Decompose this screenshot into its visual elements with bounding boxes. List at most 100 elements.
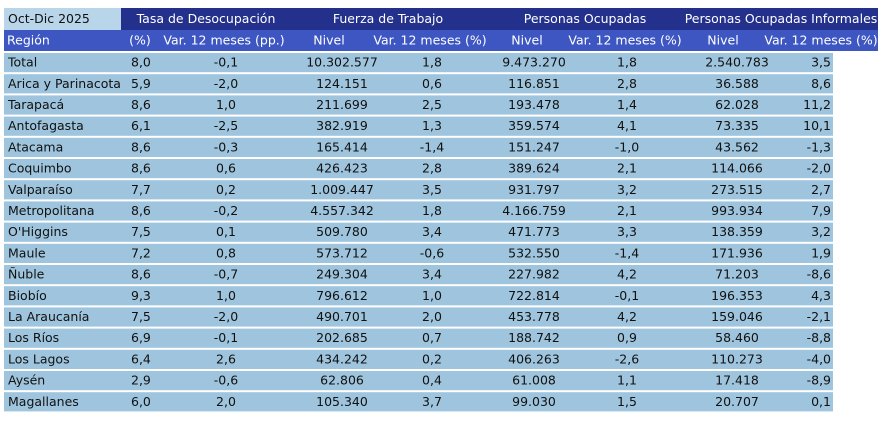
cell: 62.028 (715, 97, 759, 112)
cell: 9,3 (131, 288, 151, 303)
cell: Coquimbo (8, 161, 71, 176)
cell: 490.701 (316, 309, 368, 324)
row-bg (4, 74, 833, 94)
cell: 73.335 (715, 118, 759, 133)
row-bg (4, 159, 833, 179)
group-header: Tasa de Desocupación (136, 11, 276, 26)
cell: Antofagasta (8, 118, 84, 133)
cell: 273.515 (711, 182, 763, 197)
row-bg (4, 95, 833, 115)
cell: 20.707 (715, 394, 759, 409)
cell: -8,8 (807, 330, 831, 345)
cell: 7,7 (131, 182, 151, 197)
group-header: Personas Ocupadas (524, 11, 647, 26)
cell: -1,4 (615, 245, 639, 260)
cell: 471.773 (508, 224, 560, 239)
cell: Maule (8, 245, 46, 260)
cell: 0,9 (617, 330, 637, 345)
cell: 0,6 (216, 161, 236, 176)
cell: 453.778 (508, 309, 560, 324)
cell: 2,8 (422, 161, 442, 176)
cell: 4.166.759 (502, 203, 566, 218)
cell: 4.557.342 (310, 203, 374, 218)
column-header: Región (7, 33, 50, 48)
column-header: Var. 12 meses (%) (764, 33, 877, 48)
cell: 211.699 (316, 97, 368, 112)
cell: 7,5 (131, 309, 151, 324)
cell: -2,0 (214, 309, 238, 324)
cell: 8,6 (131, 139, 151, 154)
cell: 3,2 (617, 182, 637, 197)
cell: 8,6 (131, 203, 151, 218)
cell: O'Higgins (8, 224, 68, 239)
cell: 10,1 (803, 118, 831, 133)
cell: 2,7 (811, 182, 831, 197)
cell: -0,3 (214, 139, 238, 154)
cell: 1,3 (422, 118, 442, 133)
cell: 193.478 (508, 97, 560, 112)
cell: Tarapacá (7, 97, 64, 112)
cell: 2,1 (617, 203, 637, 218)
cell: 165.414 (316, 139, 368, 154)
row-bg (4, 180, 833, 200)
cell: Metropolitana (8, 203, 95, 218)
row-bg (4, 201, 833, 221)
cell: 6,9 (131, 330, 151, 345)
cell: 1,8 (422, 55, 442, 70)
cell: -0,6 (214, 373, 238, 388)
row-bg (4, 243, 833, 263)
cell: 17.418 (715, 373, 759, 388)
cell: -2,0 (214, 76, 238, 91)
cell: La Araucanía (8, 309, 89, 324)
period-cell (4, 8, 121, 30)
cell: 151.247 (508, 139, 560, 154)
period: Oct-Dic 2025 (8, 11, 90, 26)
cell: -0,7 (214, 267, 238, 282)
column-header: Var. 12 meses (%) (373, 33, 486, 48)
cell: Los Ríos (8, 330, 59, 345)
cell: -2,0 (807, 161, 831, 176)
cell: 3,5 (422, 182, 442, 197)
cell: 1,4 (617, 97, 637, 112)
cell: 426.423 (316, 161, 368, 176)
cell: 722.814 (508, 288, 560, 303)
cell: Valparaíso (8, 182, 73, 197)
cell: 6,4 (131, 351, 151, 366)
cell: 188.742 (508, 330, 560, 345)
cell: 2,5 (422, 97, 442, 112)
cell: -1,0 (615, 139, 639, 154)
cell: 6,0 (131, 394, 151, 409)
cell: 9.473.270 (502, 55, 566, 70)
cell: 2.540.783 (705, 55, 769, 70)
cell: 116.851 (508, 76, 560, 91)
cell: 105.340 (316, 394, 368, 409)
cell: 11,2 (803, 97, 831, 112)
cell: -0,1 (214, 330, 238, 345)
cell: -0,2 (214, 203, 238, 218)
cell: Biobío (8, 288, 47, 303)
cell: 0,1 (216, 224, 236, 239)
cell: 1,9 (811, 245, 831, 260)
group-header-bg (4, 8, 878, 30)
cell: -8,9 (807, 373, 831, 388)
cell: 4,3 (811, 288, 831, 303)
cell: 1,1 (617, 373, 637, 388)
cell: 4,1 (617, 118, 637, 133)
cell: 43.562 (715, 139, 759, 154)
cell: Los Lagos (8, 351, 70, 366)
cell: 2,0 (422, 309, 442, 324)
cell: 1,0 (216, 288, 236, 303)
column-header: Var. 12 meses (%) (568, 33, 681, 48)
cell: 8,6 (131, 161, 151, 176)
cell: 4,2 (617, 267, 637, 282)
cell: 7,9 (811, 203, 831, 218)
cell: 2,8 (617, 76, 637, 91)
column-header: Nivel (707, 33, 738, 48)
group-header: Fuerza de Trabajo (333, 11, 443, 26)
cell: 2,1 (617, 161, 637, 176)
cell: 6,1 (131, 118, 151, 133)
cell: Ñuble (8, 267, 45, 282)
cell: 7,2 (131, 245, 151, 260)
cell: Arica y Parinacota (8, 76, 121, 91)
